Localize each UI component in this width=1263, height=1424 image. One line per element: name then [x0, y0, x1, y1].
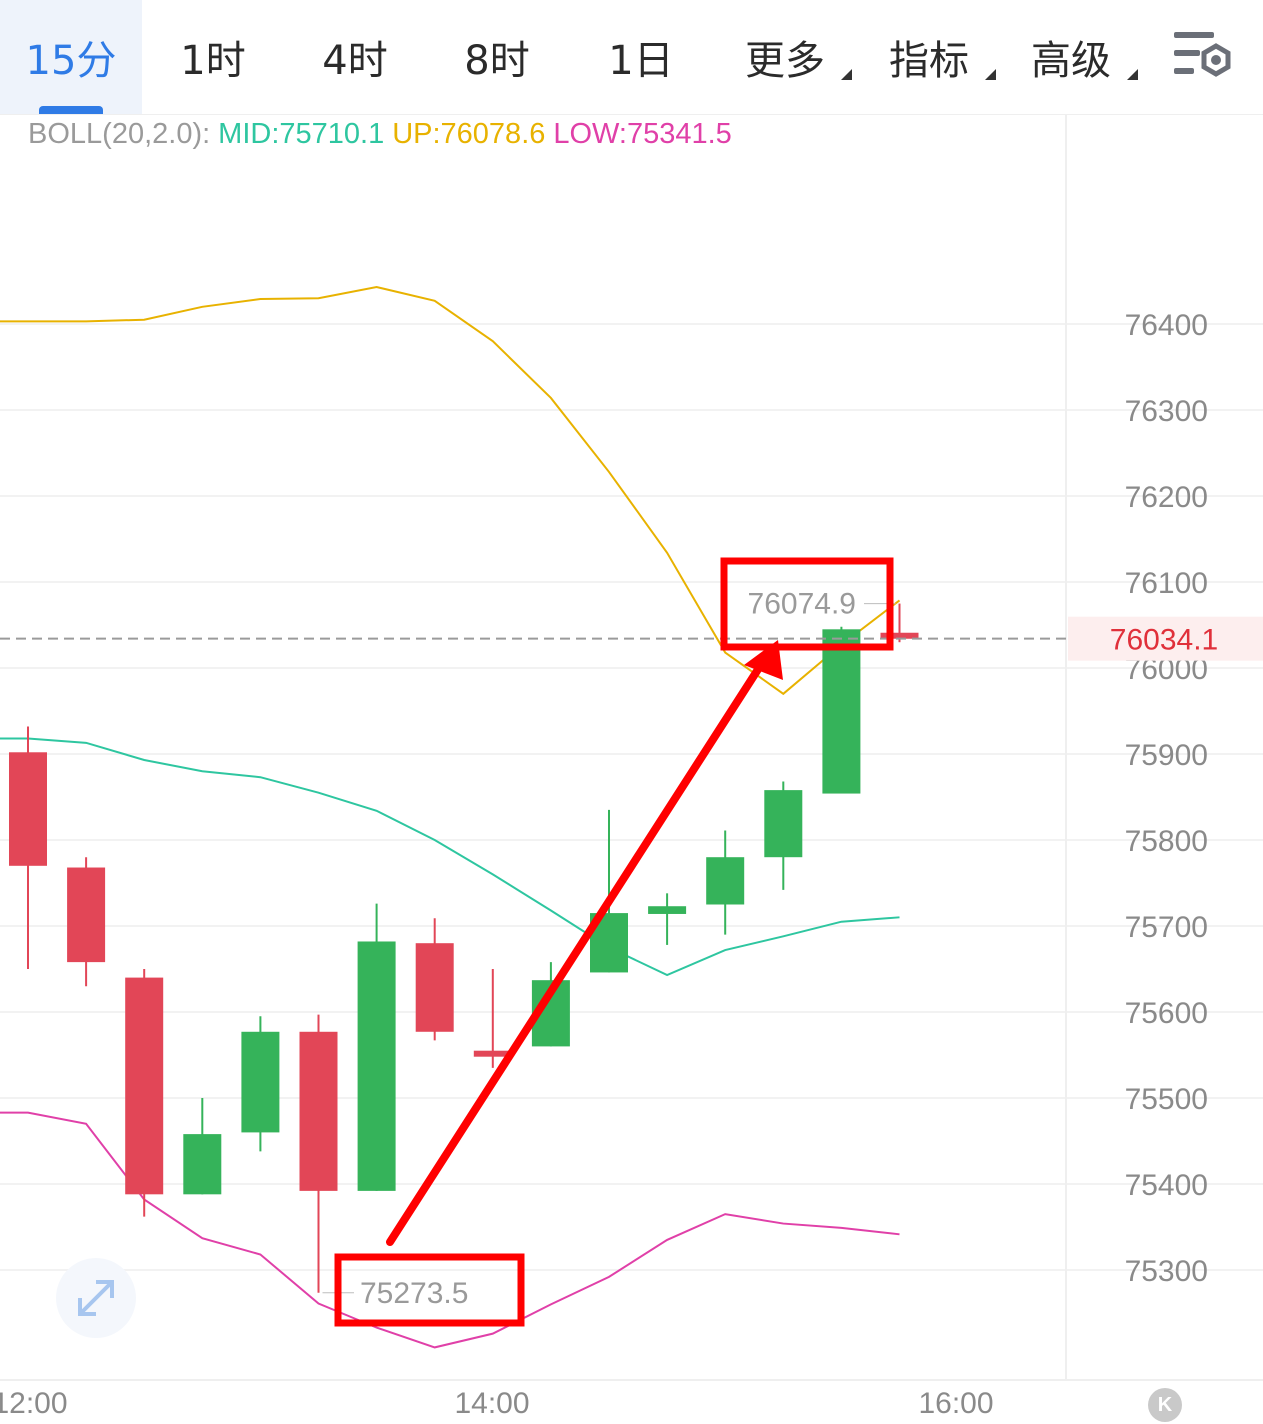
candle-body	[357, 941, 396, 1191]
time-tick-label: 14:00	[454, 1387, 529, 1420]
candle-body	[67, 867, 106, 963]
trend-arrow-shaft	[386, 656, 768, 1246]
boll-legend: BOLL(20,2.0): MID:75710.1 UP:76078.6 LOW:75…	[28, 118, 740, 151]
candle-body	[822, 629, 861, 794]
boll-indicator-name: BOLL(20,2.0):	[28, 118, 211, 150]
tab-label: 指标	[889, 38, 969, 84]
trend-arrow-head	[744, 640, 783, 680]
tab-advanced[interactable]: 高级	[1000, 0, 1142, 114]
candle-body	[125, 977, 164, 1195]
tab-label: 高级	[1031, 38, 1111, 84]
price-tick-label: 76300	[1125, 395, 1208, 428]
price-tick-label: 76400	[1125, 309, 1208, 342]
candles	[9, 603, 919, 1293]
boll-mid-line	[0, 737, 900, 977]
bollinger-bands	[0, 285, 901, 1349]
expand-chart-button[interactable]	[56, 1258, 136, 1338]
chart-settings-icon[interactable]	[1172, 28, 1236, 84]
candle-body	[764, 790, 803, 858]
tab-1hour[interactable]: 1时	[142, 0, 284, 114]
candle-body	[299, 1031, 338, 1191]
boll-lower-line	[0, 1111, 900, 1349]
kline-toggle-button[interactable]: K	[1148, 1388, 1182, 1422]
last-price-badge	[1068, 616, 1263, 661]
candle-body	[183, 1134, 222, 1195]
time-tick-label: 12:00	[0, 1387, 68, 1420]
price-axis: 7530075400755007560075700758007590076000…	[1125, 309, 1208, 1288]
expand-icon	[78, 1280, 114, 1316]
price-tick-label: 75500	[1125, 1083, 1208, 1116]
high-highlight-box	[720, 557, 894, 651]
kline-icon: K	[1157, 1393, 1173, 1416]
tab-8hour[interactable]: 8时	[426, 0, 568, 114]
grid-lines	[0, 323, 1263, 1271]
candle-body	[9, 752, 47, 866]
time-axis: 12:00 14:00 16:00	[0, 1387, 994, 1420]
candle-body	[415, 943, 454, 1032]
price-tick-label: 75300	[1125, 1255, 1208, 1288]
price-overlay: 76034.1 76074.9 75273.5	[0, 557, 1263, 1327]
boll-mid-value: MID:75710.1	[218, 118, 385, 150]
tab-label: 15分	[25, 38, 117, 84]
low-highlight-box	[334, 1253, 525, 1327]
time-tick-label: 16:00	[918, 1387, 993, 1420]
tab-label: 8时	[464, 38, 530, 84]
timeframe-tabbar: 15分 1时 4时 8时 1日 更多 指标 高级	[0, 0, 1263, 115]
dropdown-caret-icon	[841, 69, 852, 80]
tab-4hour[interactable]: 4时	[284, 0, 426, 114]
candle-body	[473, 1050, 512, 1057]
price-tick-label: 75400	[1125, 1169, 1208, 1202]
tab-1day[interactable]: 1日	[570, 0, 712, 114]
candle-body	[706, 857, 745, 905]
tab-label: 1时	[180, 38, 246, 84]
active-tab-indicator	[39, 106, 103, 114]
dropdown-caret-icon	[1127, 69, 1138, 80]
tab-label: 4时	[322, 38, 388, 84]
boll-up-value: UP:76078.6	[392, 118, 546, 150]
price-tick-label: 75700	[1125, 911, 1208, 944]
price-tick-label: 75900	[1125, 739, 1208, 772]
price-tick-label: 75600	[1125, 997, 1208, 1030]
price-tick-label: 76100	[1125, 567, 1208, 600]
high-price-label: 76074.9	[748, 588, 856, 621]
tab-label: 更多	[745, 38, 825, 84]
tab-indicators[interactable]: 指标	[858, 0, 1000, 114]
boll-upper-line	[0, 285, 901, 696]
tab-more[interactable]: 更多	[714, 0, 856, 114]
low-price-label: 75273.5	[360, 1277, 468, 1310]
price-tick-label: 75800	[1125, 825, 1208, 858]
last-price-label: 76034.1	[1110, 624, 1218, 657]
dropdown-caret-icon	[985, 69, 996, 80]
candle-body	[241, 1031, 280, 1133]
candle-body	[880, 632, 919, 639]
candle-body	[648, 906, 687, 914]
price-tick-label: 76200	[1125, 481, 1208, 514]
tab-label: 1日	[608, 38, 674, 84]
boll-low-value: LOW:75341.5	[553, 118, 732, 150]
tab-15min[interactable]: 15分	[0, 0, 142, 114]
